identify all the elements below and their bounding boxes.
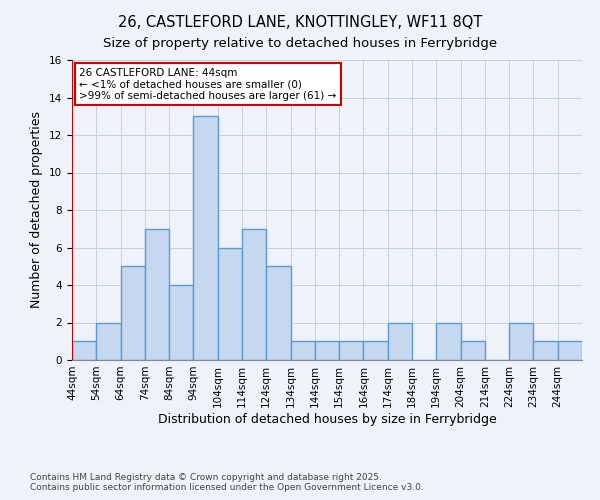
Bar xyxy=(509,322,533,360)
Bar xyxy=(266,266,290,360)
Bar xyxy=(315,341,339,360)
Bar xyxy=(436,322,461,360)
Text: 26 CASTLEFORD LANE: 44sqm
← <1% of detached houses are smaller (0)
>99% of semi-: 26 CASTLEFORD LANE: 44sqm ← <1% of detac… xyxy=(79,68,337,100)
Bar xyxy=(290,341,315,360)
Bar xyxy=(461,341,485,360)
Text: Contains HM Land Registry data © Crown copyright and database right 2025.
Contai: Contains HM Land Registry data © Crown c… xyxy=(30,473,424,492)
Bar xyxy=(218,248,242,360)
Bar xyxy=(364,341,388,360)
Bar xyxy=(169,285,193,360)
Bar xyxy=(339,341,364,360)
Bar xyxy=(96,322,121,360)
X-axis label: Distribution of detached houses by size in Ferrybridge: Distribution of detached houses by size … xyxy=(158,412,496,426)
Bar xyxy=(242,229,266,360)
Bar xyxy=(388,322,412,360)
Text: Size of property relative to detached houses in Ferrybridge: Size of property relative to detached ho… xyxy=(103,38,497,51)
Bar xyxy=(72,341,96,360)
Bar xyxy=(145,229,169,360)
Bar xyxy=(533,341,558,360)
Y-axis label: Number of detached properties: Number of detached properties xyxy=(31,112,43,308)
Bar xyxy=(193,116,218,360)
Bar xyxy=(558,341,582,360)
Bar xyxy=(121,266,145,360)
Text: 26, CASTLEFORD LANE, KNOTTINGLEY, WF11 8QT: 26, CASTLEFORD LANE, KNOTTINGLEY, WF11 8… xyxy=(118,15,482,30)
